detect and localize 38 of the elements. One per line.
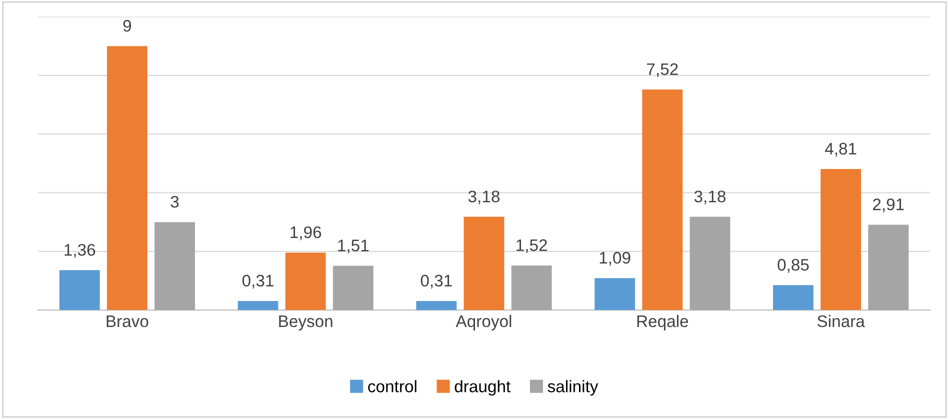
data-label: 0,31 <box>420 274 452 289</box>
legend-label: salinity <box>548 380 598 396</box>
bar <box>642 90 683 310</box>
data-label: 2,91 <box>873 198 904 212</box>
data-label: 1,96 <box>290 226 322 240</box>
data-label: 1,36 <box>64 244 96 258</box>
x-tick-label: Sinara <box>817 314 865 328</box>
data-label: 3 <box>170 196 179 208</box>
data-label: 1,09 <box>600 252 630 266</box>
data-label: 9 <box>123 20 132 32</box>
data-label: 3,18 <box>694 190 726 204</box>
bar <box>238 300 278 310</box>
legend-label: control <box>368 380 416 392</box>
bar <box>106 46 148 310</box>
legend-label: draught <box>454 380 511 396</box>
x-tick-label: Aqroyol <box>456 314 512 330</box>
bar <box>773 285 814 310</box>
bar <box>332 266 374 310</box>
data-label: 0,31 <box>242 274 274 289</box>
data-label: 1,52 <box>516 239 547 254</box>
data-label: 0,85 <box>778 258 809 273</box>
x-tick-label: Reqale <box>637 314 688 330</box>
x-tick-label: Beyson <box>279 316 332 330</box>
bar <box>154 222 195 310</box>
x-tick-label: Bravo <box>106 316 148 328</box>
bar <box>285 252 326 310</box>
bar <box>594 278 636 310</box>
data-label: 4,81 <box>824 142 856 157</box>
bar <box>416 300 457 310</box>
bar <box>59 270 100 310</box>
data-label: 1,51 <box>338 240 369 254</box>
bar <box>464 216 504 310</box>
bar <box>690 216 730 310</box>
bar <box>820 168 862 310</box>
data-label: 3,18 <box>468 190 500 204</box>
bar <box>511 265 552 310</box>
bar <box>868 224 909 310</box>
data-label: 7,52 <box>647 63 678 78</box>
